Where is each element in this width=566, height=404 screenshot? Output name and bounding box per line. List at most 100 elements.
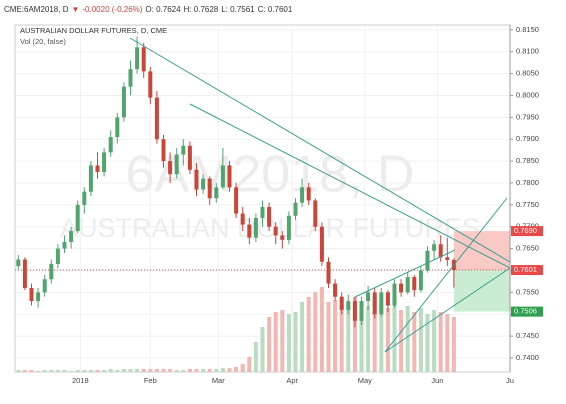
volume-bar	[115, 370, 120, 372]
trend-line	[189, 103, 511, 269]
volume-bar	[148, 369, 153, 372]
volume-bar	[346, 307, 351, 372]
candle-body	[16, 259, 21, 267]
volume-bar	[286, 314, 291, 372]
volume-bar	[220, 368, 225, 372]
volume-bar	[55, 370, 60, 372]
grid	[15, 25, 511, 372]
y-tick-label: 0.7850	[516, 156, 539, 165]
volume-bar	[29, 370, 34, 372]
candle-body	[207, 178, 212, 199]
volume-bar	[432, 310, 437, 372]
volume-bar	[339, 304, 344, 372]
volume-bar	[326, 302, 331, 372]
trend-line	[384, 267, 511, 353]
trend-line	[384, 197, 508, 353]
volume-bar	[438, 312, 443, 372]
candle-body	[141, 47, 146, 72]
volume-bar	[154, 369, 159, 372]
volume-bar	[181, 370, 186, 372]
volume-bar	[280, 310, 285, 372]
volume-bar	[88, 370, 93, 372]
volume-bar	[36, 371, 41, 372]
x-tick-label: Feb	[144, 376, 157, 385]
volume-bar	[95, 370, 100, 372]
y-tick-label: 0.7900	[516, 134, 539, 143]
volume-bar	[247, 357, 252, 372]
candle-body	[108, 137, 113, 153]
candle-body	[346, 301, 351, 310]
volume-bar	[207, 369, 212, 372]
candle-body	[234, 187, 239, 214]
watermark-symbol: 6AM2018, D	[125, 146, 414, 204]
candle-body	[227, 165, 232, 188]
volume-bar	[62, 370, 67, 372]
candle-body	[128, 69, 133, 87]
volume-bar	[319, 287, 324, 372]
candle-body	[95, 165, 100, 173]
candle-body	[293, 202, 298, 216]
candle-body	[412, 277, 417, 291]
x-tick-label: 2018	[72, 376, 89, 385]
candle-body	[425, 250, 430, 271]
y-tick-label: 0.8000	[516, 90, 539, 99]
candle-body	[148, 71, 153, 98]
volume-bar	[161, 369, 166, 372]
volume-bar	[300, 302, 305, 372]
candle-body	[75, 204, 80, 232]
header-item: -0.0020 (-0.26%)	[82, 5, 142, 14]
price-mark-label: 0.7690	[514, 226, 537, 235]
volume-bar	[293, 312, 298, 372]
header-item: H: 0.7628	[184, 5, 219, 14]
candle-body	[260, 207, 265, 218]
y-tick-label: 0.7800	[516, 178, 539, 187]
volume-bar	[352, 297, 357, 372]
candle-body	[154, 97, 159, 140]
header-item: O: 0.7624	[145, 5, 181, 14]
y-tick-label: 0.8100	[516, 47, 539, 56]
volume-bar	[201, 369, 206, 372]
indicator-label: Vol (20, false)	[20, 37, 66, 46]
candle-body	[273, 226, 278, 236]
y-tick-label: 0.8150	[516, 25, 539, 34]
volume-bar	[49, 370, 54, 372]
price-mark-label: 0.7506	[514, 307, 537, 316]
volume-bar	[75, 370, 80, 372]
candle-body	[300, 187, 305, 203]
volume-bar	[16, 370, 21, 372]
candle-body	[319, 226, 324, 262]
volume-bar	[405, 306, 410, 372]
candle-body	[135, 47, 140, 70]
volume-bar	[22, 370, 27, 372]
volume-bar	[121, 369, 126, 372]
y-tick-label: 0.7950	[516, 112, 539, 121]
candle-body	[280, 235, 285, 240]
candle-body	[88, 165, 93, 192]
volume-bar	[168, 369, 173, 372]
volume-bar	[359, 302, 364, 372]
volume-bar	[333, 300, 338, 372]
candle-body	[82, 191, 87, 205]
candle-body	[253, 217, 258, 238]
candles	[16, 36, 456, 328]
candle-body	[55, 248, 60, 264]
candle-body	[333, 283, 338, 297]
volume-bar	[425, 314, 430, 372]
candle-body	[181, 145, 186, 155]
candle-body	[36, 292, 41, 302]
candle-body	[194, 169, 199, 190]
candle-body	[49, 263, 54, 280]
header-item: C: 0.7601	[258, 5, 293, 14]
position-tool	[15, 231, 510, 312]
candle-body	[168, 161, 173, 175]
candle-body	[418, 270, 423, 291]
candle-body	[69, 231, 74, 243]
candle-body	[313, 200, 318, 227]
volume-bar	[108, 369, 113, 372]
candle-body	[121, 86, 126, 118]
header-item: L: 0.7561	[221, 5, 255, 14]
candle-body	[29, 287, 34, 302]
x-tick-label: Apr	[286, 376, 298, 385]
candle-body	[372, 292, 377, 315]
candle-body	[379, 292, 384, 315]
